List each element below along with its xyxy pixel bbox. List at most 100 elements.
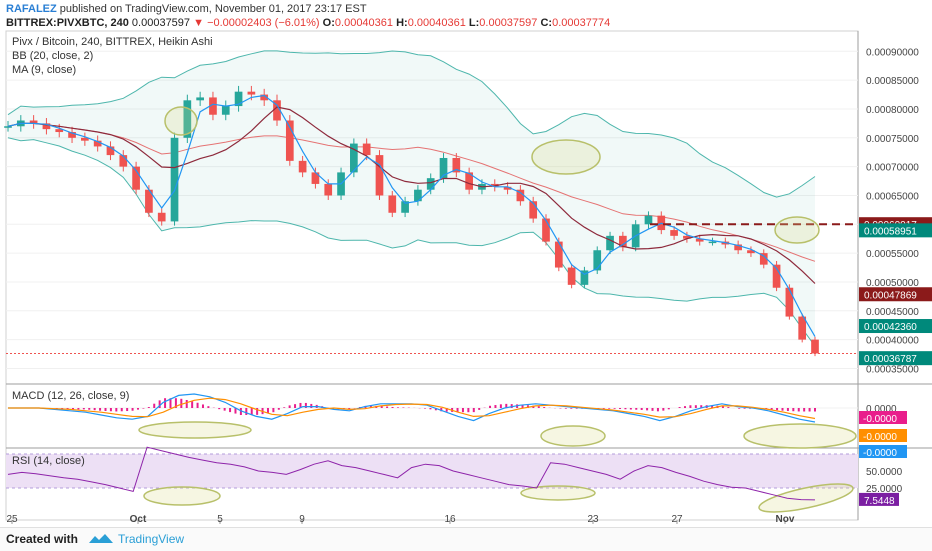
candle-body bbox=[708, 241, 717, 244]
time-tick-label: 27 bbox=[671, 514, 683, 525]
moving-average-line bbox=[7, 106, 816, 284]
price-tick-label: 0.00045000 bbox=[866, 307, 919, 318]
candle-body bbox=[747, 250, 755, 254]
low-value: 0.00037597 bbox=[479, 17, 538, 29]
candle-body bbox=[362, 143, 371, 156]
candle-body bbox=[683, 235, 691, 239]
rsi-value-box bbox=[859, 492, 899, 506]
time-tick-label: 9 bbox=[299, 514, 305, 525]
candle-body bbox=[695, 238, 704, 242]
annotation-ellipse bbox=[164, 106, 198, 136]
candle-body bbox=[42, 123, 51, 130]
author-link[interactable]: RAFALEZ bbox=[6, 3, 57, 15]
candle-body bbox=[157, 212, 166, 222]
price-label-text: 0.00042360 bbox=[864, 322, 917, 333]
close-label: C: bbox=[540, 17, 553, 29]
candle-body bbox=[324, 183, 333, 196]
price-labels: 0.000600170.000589510.000478690.00042360… bbox=[859, 217, 932, 507]
candle-body bbox=[81, 137, 89, 141]
high-value: 0.00040361 bbox=[407, 17, 466, 29]
candle-body bbox=[439, 157, 448, 179]
candle-body bbox=[452, 157, 461, 173]
price-label-text: 0.00036787 bbox=[864, 354, 917, 365]
price-label-text: 0.00058951 bbox=[864, 226, 917, 237]
ohlc-line: BITTREX:PIVXBTC, 240 0.00037597 ▼ −0.000… bbox=[6, 16, 610, 30]
annotation-ellipse bbox=[540, 425, 606, 447]
candle-body bbox=[593, 250, 602, 271]
time-tick-label: 23 bbox=[587, 514, 599, 525]
time-axis[interactable]: 25 Oct 5 9 16 23 27 Nov bbox=[6, 514, 794, 525]
candle-body bbox=[311, 172, 320, 184]
legend-rsi: RSI (14, close) bbox=[12, 455, 85, 467]
annotation-ellipse bbox=[743, 423, 857, 449]
candle-body bbox=[260, 94, 269, 101]
bollinger-basis-line bbox=[7, 122, 816, 262]
candle-body bbox=[503, 186, 512, 190]
bollinger-lower-line bbox=[7, 137, 816, 347]
chart-area[interactable]: 0.00090000 0.00085000 0.00080000 0.00075000… bbox=[0, 30, 932, 527]
symbol-label: BITTREX:PIVXBTC, 240 bbox=[6, 17, 129, 29]
annotation-ellipse bbox=[520, 485, 596, 501]
macd-value-text: -0.0000 bbox=[863, 432, 897, 443]
time-tick-label: 5 bbox=[217, 514, 223, 525]
price-tick-label: 0.00040000 bbox=[866, 336, 919, 347]
candle-body bbox=[542, 218, 550, 242]
candle-body bbox=[798, 316, 807, 340]
candle-body bbox=[93, 140, 102, 147]
macd-value-box bbox=[859, 429, 907, 442]
time-tick-label: 25 bbox=[6, 514, 18, 525]
open-label: O: bbox=[322, 17, 335, 29]
tradingview-logo-icon bbox=[89, 534, 113, 543]
tradingview-link[interactable]: TradingView bbox=[118, 532, 185, 546]
candle-body bbox=[273, 100, 281, 121]
candle-body bbox=[529, 201, 538, 219]
candle-body bbox=[619, 235, 627, 248]
price-tick-label: 0.00065000 bbox=[866, 191, 919, 202]
candle-body bbox=[183, 100, 192, 138]
candle-body bbox=[285, 120, 294, 161]
price-change: −0.00002403 (−6.01%) bbox=[207, 17, 320, 29]
bollinger-upper-line bbox=[7, 50, 816, 198]
candle-body bbox=[811, 339, 819, 354]
annotation-ellipse bbox=[774, 216, 820, 244]
candle-body bbox=[606, 235, 614, 251]
annotation-ellipse bbox=[138, 421, 252, 439]
candle-body bbox=[644, 215, 653, 225]
candle-body bbox=[759, 253, 768, 265]
price-tick-label: 0.00085000 bbox=[866, 76, 919, 87]
chart-header: RAFALEZ published on TradingView.com, No… bbox=[0, 0, 932, 30]
fast-ma-line bbox=[7, 94, 816, 337]
price-label-box bbox=[859, 223, 932, 238]
candle-body bbox=[145, 189, 153, 213]
candle-body bbox=[567, 267, 576, 285]
price-tick-label: 0.00090000 bbox=[866, 47, 919, 58]
legend-title: Pivx / Bitcoin, 240, BITTREX, Heikin Ash… bbox=[12, 36, 213, 48]
price-tick-label: 0.00050000 bbox=[866, 278, 919, 289]
candle-body bbox=[4, 126, 12, 128]
price-label-box bbox=[859, 287, 932, 302]
candle-body bbox=[580, 270, 589, 285]
macd-value-text: -0.0000 bbox=[863, 414, 897, 425]
candle-body bbox=[132, 166, 140, 190]
down-arrow-icon: ▼ bbox=[193, 17, 204, 29]
created-with-label: Created with bbox=[6, 532, 79, 546]
legend-macd: MACD (12, 26, close, 9) bbox=[12, 390, 129, 402]
annotation-ellipse bbox=[531, 139, 601, 175]
candle-body bbox=[196, 97, 204, 101]
legend-bb: BB (20, close, 2) bbox=[12, 50, 93, 62]
publish-info: published on TradingView.com, November 0… bbox=[59, 3, 367, 15]
annotation-ellipses[interactable] bbox=[138, 106, 857, 518]
candle-body bbox=[554, 241, 563, 268]
high-label: H: bbox=[396, 17, 408, 29]
publish-line: RAFALEZ published on TradingView.com, No… bbox=[6, 2, 367, 16]
candle-body bbox=[298, 160, 307, 173]
rsi-value-text: 7.5448 bbox=[864, 496, 895, 507]
price-axis[interactable]: 0.00090000 0.00085000 0.00080000 0.00075000… bbox=[866, 47, 919, 495]
candle-body bbox=[426, 178, 435, 190]
rsi-line bbox=[7, 446, 816, 501]
candle-body bbox=[772, 264, 781, 288]
price-tick-label: 0.00055000 bbox=[866, 249, 919, 260]
candle-body bbox=[516, 189, 525, 202]
candle-body bbox=[734, 244, 742, 251]
price-label-box bbox=[859, 319, 932, 334]
